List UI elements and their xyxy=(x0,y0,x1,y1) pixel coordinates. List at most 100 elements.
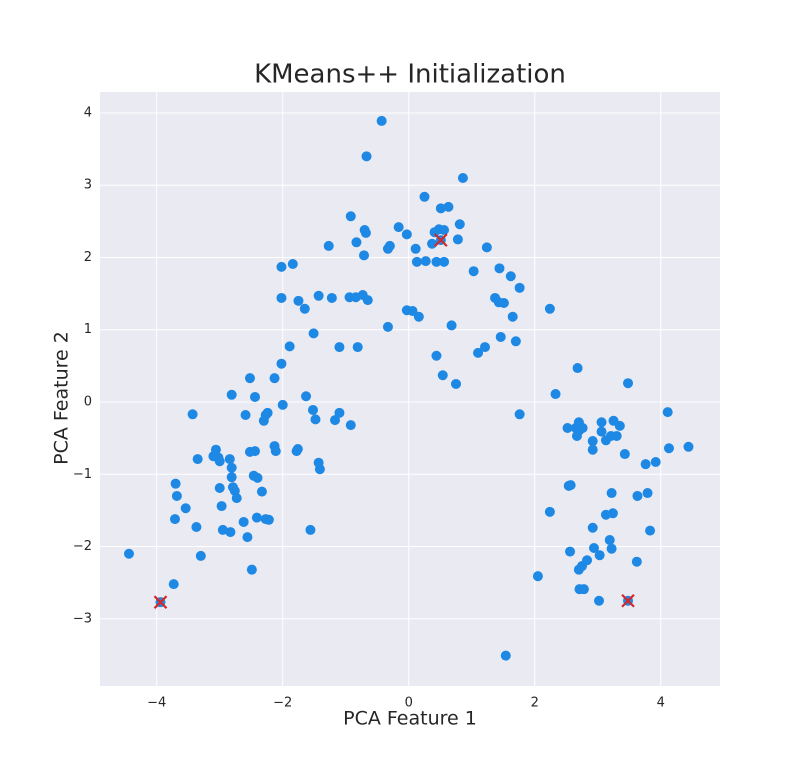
point xyxy=(169,514,180,525)
point xyxy=(305,524,316,535)
y-tick-label: −1 xyxy=(73,467,92,482)
point xyxy=(623,378,634,389)
grid xyxy=(100,92,720,686)
point xyxy=(481,242,492,253)
point xyxy=(226,462,237,473)
point xyxy=(384,240,395,251)
point xyxy=(231,493,242,504)
point xyxy=(256,486,267,497)
point xyxy=(240,410,251,421)
point xyxy=(226,472,237,483)
point xyxy=(431,350,442,361)
point xyxy=(468,266,479,277)
point xyxy=(411,256,422,267)
x-axis-label: PCA Feature 1 xyxy=(343,708,477,730)
point xyxy=(287,258,298,269)
y-tick-label: 1 xyxy=(84,322,92,337)
point xyxy=(269,373,280,384)
point xyxy=(683,441,694,452)
point xyxy=(439,256,450,267)
point xyxy=(473,347,484,358)
point xyxy=(563,480,574,491)
point xyxy=(310,414,321,425)
point xyxy=(427,238,438,249)
point xyxy=(263,514,274,525)
point xyxy=(308,328,319,339)
point xyxy=(514,409,525,420)
plot-background xyxy=(100,92,720,686)
x-tick-label: 2 xyxy=(531,696,539,711)
point xyxy=(334,342,345,353)
point xyxy=(565,546,576,557)
y-tick-label: −2 xyxy=(73,539,92,554)
point xyxy=(187,409,198,420)
point xyxy=(225,527,236,538)
point xyxy=(642,488,653,499)
point xyxy=(246,564,257,575)
point xyxy=(251,512,262,523)
point xyxy=(562,423,573,434)
point xyxy=(606,543,617,554)
point xyxy=(351,237,362,248)
point xyxy=(588,542,599,553)
point xyxy=(443,201,454,212)
x-tick-label: 4 xyxy=(657,696,665,711)
point xyxy=(571,430,582,441)
y-tick-label: 2 xyxy=(84,250,92,265)
point xyxy=(587,522,598,533)
point xyxy=(596,417,607,428)
point xyxy=(216,501,227,512)
point xyxy=(313,290,324,301)
point xyxy=(614,420,625,431)
point xyxy=(217,524,228,535)
point xyxy=(168,579,179,590)
point xyxy=(330,415,341,426)
point xyxy=(510,336,521,347)
point xyxy=(587,436,598,447)
point xyxy=(195,550,206,561)
point xyxy=(604,535,615,546)
chart-title: KMeans++ Initialization xyxy=(254,60,566,90)
point xyxy=(544,303,555,314)
point xyxy=(401,229,412,240)
point xyxy=(323,240,334,251)
centroid-marker xyxy=(153,595,168,609)
y-tick-label: −3 xyxy=(73,611,92,626)
point xyxy=(293,295,304,306)
point xyxy=(640,459,651,470)
point xyxy=(359,250,370,261)
point xyxy=(214,456,225,467)
point xyxy=(532,571,543,582)
ticks: −4 −2 0 2 4 −3 −2 −1 0 1 2 3 4 xyxy=(73,105,665,710)
point xyxy=(238,516,249,527)
point xyxy=(594,550,605,561)
x-tick-label: −2 xyxy=(273,696,292,711)
point xyxy=(582,555,593,566)
point xyxy=(452,234,463,245)
point xyxy=(495,331,506,342)
point xyxy=(171,490,182,501)
point xyxy=(192,454,203,465)
point xyxy=(450,378,461,389)
point xyxy=(572,363,583,374)
y-tick-label: 3 xyxy=(84,178,92,193)
point xyxy=(224,454,235,465)
point xyxy=(180,503,191,514)
y-tick-label: 4 xyxy=(84,105,92,120)
point xyxy=(611,430,622,441)
point xyxy=(454,219,465,230)
point xyxy=(413,311,424,322)
point xyxy=(170,478,181,489)
point xyxy=(284,341,295,352)
point xyxy=(269,441,280,452)
point xyxy=(191,522,202,533)
point xyxy=(262,407,273,418)
point xyxy=(650,456,661,467)
point xyxy=(410,243,421,254)
point xyxy=(276,292,287,303)
point xyxy=(361,151,372,162)
point xyxy=(431,256,442,267)
point xyxy=(276,358,287,369)
point xyxy=(301,391,312,402)
